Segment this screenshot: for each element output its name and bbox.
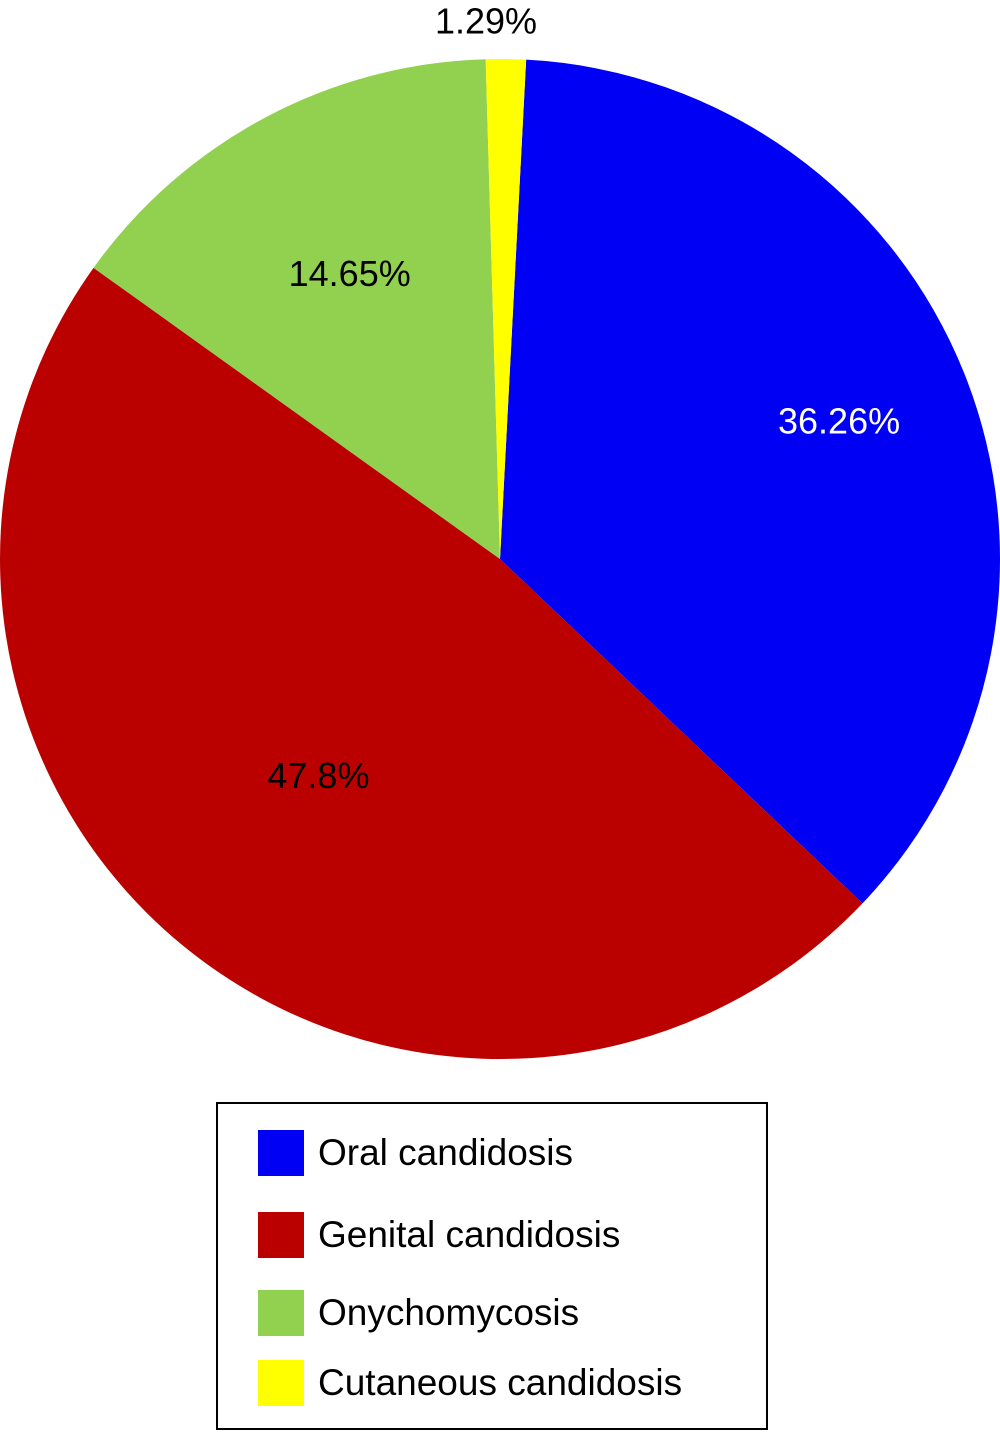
pie-chart: 36.26% 47.8% 14.65% 1.29%: [0, 1, 1000, 1059]
pie-slices: [0, 59, 1000, 1059]
legend-label-onychomycosis: Onychomycosis: [318, 1292, 580, 1333]
legend-label-cutaneous: Cutaneous candidosis: [318, 1362, 683, 1403]
legend-swatch-genital: [258, 1212, 304, 1258]
legend-swatch-onychomycosis: [258, 1290, 304, 1336]
legend-label-oral: Oral candidosis: [318, 1132, 574, 1173]
slice-label-onychomycosis: 14.65%: [289, 253, 411, 294]
slice-label-oral: 36.26%: [778, 400, 900, 441]
slice-label-genital: 47.8%: [267, 755, 369, 796]
legend-item-cutaneous: Cutaneous candidosis: [258, 1358, 682, 1408]
pie-labels: 36.26% 47.8% 14.65% 1.29%: [267, 1, 900, 797]
legend-item-oral: Oral candidosis: [258, 1128, 573, 1178]
pie-slice-onychomycosis: [93, 59, 500, 559]
pie-slice-cutaneous: [485, 59, 527, 560]
legend-label-genital: Genital candidosis: [318, 1214, 621, 1255]
pie-slice-oral: [500, 59, 1000, 904]
pie-slice-genital: [0, 267, 863, 1059]
slice-label-cutaneous: 1.29%: [435, 1, 537, 42]
legend: Oral candidosis Genital candidosis Onych…: [216, 1102, 768, 1430]
legend-swatch-cutaneous: [258, 1360, 304, 1406]
legend-swatch-oral: [258, 1130, 304, 1176]
legend-item-genital: Genital candidosis: [258, 1210, 620, 1260]
legend-item-onychomycosis: Onychomycosis: [258, 1288, 579, 1338]
